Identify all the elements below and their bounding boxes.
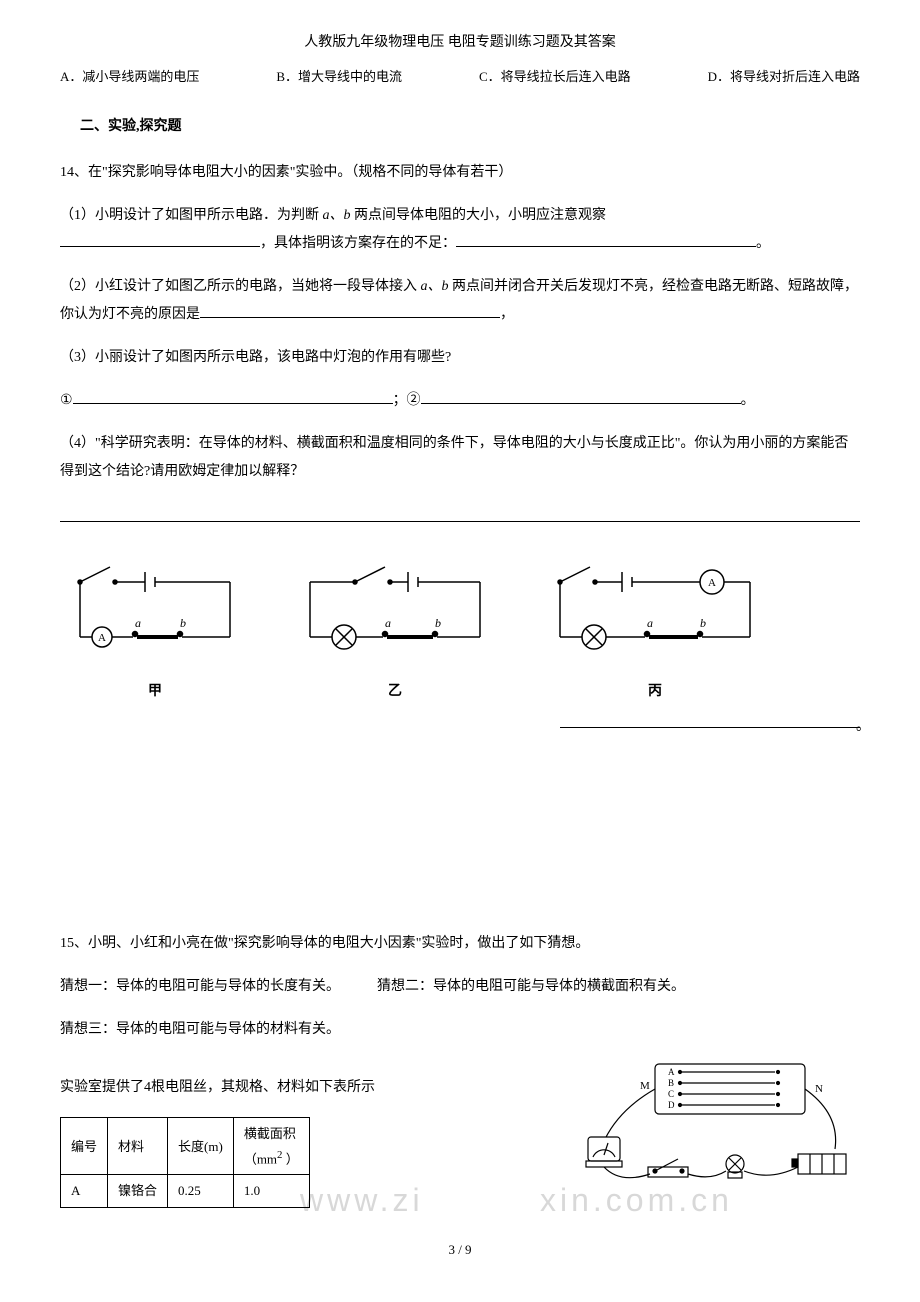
svg-text:B: B [668, 1078, 674, 1088]
q14-part3-blanks: ① ；② 。 [60, 387, 860, 415]
th-length: 长度(m) [168, 1118, 234, 1175]
svg-text:D: D [668, 1100, 675, 1110]
q14-p1-text-b: 两点间导体电阻的大小，小明应注意观察 [351, 208, 607, 223]
apparatus-svg: M A B C D N [560, 1059, 860, 1199]
blank-field [421, 387, 741, 404]
circuit-diagrams: A a b 甲 [60, 552, 860, 704]
th-area: 横截面积 （mm2 ） [233, 1118, 309, 1175]
q14-p1-text-c: ，具体指明该方案存在的不足： [260, 236, 456, 251]
td-id: A [61, 1175, 108, 1207]
blank-field [200, 301, 500, 318]
svg-text:A: A [98, 632, 106, 644]
blank-field [560, 714, 860, 728]
circuit-yi-svg: a b [290, 552, 500, 662]
label-yi: 乙 [290, 679, 500, 704]
blank-field [73, 387, 393, 404]
th-id: 编号 [61, 1118, 108, 1175]
q15-guess2: 猜想二：导体的电阻可能与导体的横截面积有关。 [377, 979, 685, 994]
diagram-jia: A a b 甲 [60, 552, 250, 704]
circuit-bing-svg: A a b [540, 552, 770, 662]
label-jia: 甲 [60, 679, 250, 704]
blank-field [456, 230, 756, 247]
svg-text:M: M [640, 1080, 650, 1092]
circuit-jia-svg: A a b [60, 552, 250, 662]
svg-text:A: A [668, 1067, 675, 1077]
td-material: 镍铬合 [108, 1175, 168, 1207]
choice-d: D．将导线对折后连入电路 [708, 65, 860, 88]
td-length: 0.25 [168, 1175, 234, 1207]
q15-guess-row1: 猜想一：导体的电阻可能与导体的长度有关。 猜想二：导体的电阻可能与导体的横截面积… [60, 973, 860, 1001]
svg-text:a: a [647, 616, 653, 630]
svg-text:b: b [435, 616, 441, 630]
q14-stem: 14、在"探究影响导体电阻大小的因素"实验中。（规格不同的导体有若干） [60, 159, 860, 187]
svg-text:C: C [668, 1089, 674, 1099]
section-2-title: 二、实验,探究题 [80, 114, 860, 139]
table-header-row: 编号 材料 长度(m) 横截面积 （mm2 ） [61, 1118, 310, 1175]
choice-b: B．增大导线中的电流 [276, 65, 402, 88]
comma: ， [500, 307, 514, 322]
svg-text:a: a [385, 616, 391, 630]
q14-part3: （3）小丽设计了如图丙所示电路，该电路中灯泡的作用有哪些? [60, 344, 860, 372]
table-row: A 镍铬合 0.25 1.0 [61, 1175, 310, 1207]
period: 。 [856, 714, 870, 739]
circle-2: ；② [393, 393, 421, 408]
choice-c: C．将导线拉长后连入电路 [479, 65, 631, 88]
mc-choices: A．减小导线两端的电压 B．增大导线中的电流 C．将导线拉长后连入电路 D．将导… [60, 65, 860, 88]
q14-p1-text-a: （1）小明设计了如图甲所示电路．为判断 [60, 208, 323, 223]
td-area: 1.0 [233, 1175, 309, 1207]
q14-p2-text-a: （2）小红设计了如图乙所示的电路，当她将一段导体接入 [60, 279, 421, 294]
resistor-table: 编号 材料 长度(m) 横截面积 （mm2 ） A 镍铬合 0.25 1.0 [60, 1117, 310, 1208]
diagram-bing: A a b 丙 [540, 552, 770, 704]
th-area-text-a: 横截面积 [244, 1126, 296, 1141]
svg-text:a: a [135, 616, 141, 630]
label-bing: 丙 [540, 679, 770, 704]
q15-stem: 15、小明、小红和小亮在做"探究影响导体的电阻大小因素"实验时，做出了如下猜想。 [60, 930, 860, 958]
period: 。 [756, 236, 770, 251]
th-area-text-c: ） [282, 1151, 298, 1166]
circle-1: ① [60, 393, 73, 408]
choice-a: A．减小导线两端的电压 [60, 65, 199, 88]
svg-text:A: A [708, 577, 716, 589]
q14-ab-2: a、b [421, 279, 449, 294]
diagram-yi: a b 乙 [290, 552, 500, 704]
th-area-text-b: （mm [244, 1151, 277, 1166]
q14-part4: （4）"科学研究表明：在导体的材料、横截面积和温度相同的条件下，导体电阻的大小与… [60, 430, 860, 486]
svg-text:N: N [815, 1083, 823, 1095]
q14-part2: （2）小红设计了如图乙所示的电路，当她将一段导体接入 a、b 两点间并闭合开关后… [60, 273, 860, 329]
blank-field [60, 230, 260, 247]
q15-guess3: 猜想三：导体的电阻可能与导体的材料有关。 [60, 1016, 860, 1044]
svg-text:b: b [180, 616, 186, 630]
q15-lab-text: 实验室提供了4根电阻丝，其规格、材料如下表所示 [60, 1074, 560, 1102]
q14-ab-1: a、b [323, 208, 351, 223]
q15-apparatus-diagram: M A B C D N [560, 1059, 860, 1208]
th-material: 材料 [108, 1118, 168, 1175]
blank-field-full [60, 501, 860, 522]
page-footer: 3 / 9 [60, 1238, 860, 1261]
q14-part1: （1）小明设计了如图甲所示电路．为判断 a、b 两点间导体电阻的大小，小明应注意… [60, 202, 860, 258]
period: 。 [741, 393, 755, 408]
blank-after-diagrams: 。 [60, 714, 860, 735]
q15-guess1: 猜想一：导体的电阻可能与导体的长度有关。 [60, 979, 340, 994]
page-header: 人教版九年级物理电压 电阻专题训练习题及其答案 [60, 30, 860, 55]
svg-text:b: b [700, 616, 706, 630]
